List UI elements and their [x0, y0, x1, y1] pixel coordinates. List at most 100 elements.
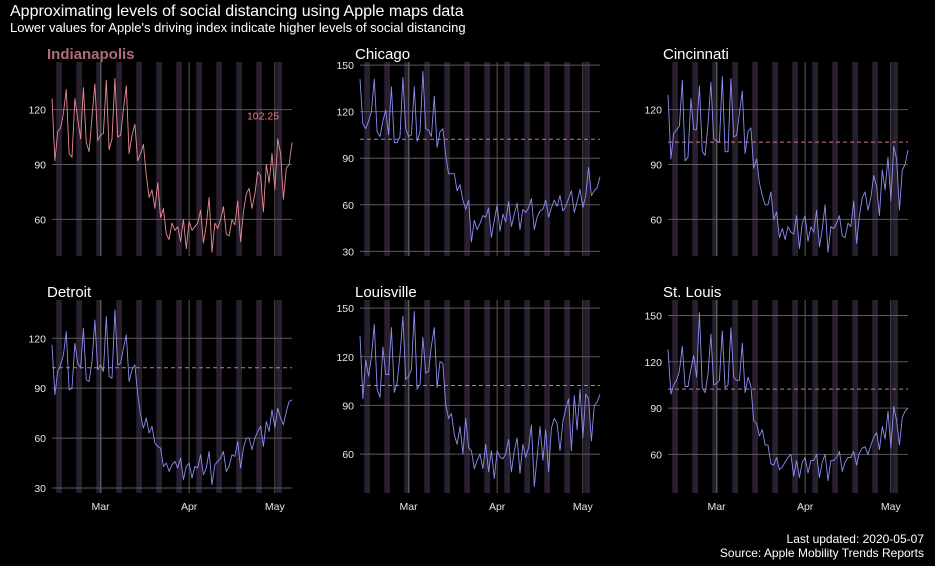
weekend-band [196, 300, 202, 493]
caption: Last updated: 2020-05-07 Source: Apple M… [720, 532, 924, 560]
weekend-band [852, 300, 858, 493]
weekend-band [772, 300, 778, 493]
series-line [667, 76, 909, 253]
weekend-band [404, 300, 410, 493]
y-tick-label: 60 [650, 449, 662, 461]
weekend-band [76, 62, 82, 256]
weekend-band [544, 300, 550, 493]
chart-title: Approximating levels of social distancin… [10, 3, 464, 20]
weekend-band [256, 300, 262, 493]
x-tick-label: May [265, 501, 286, 513]
weekend-band [276, 62, 282, 256]
weekend-band [96, 300, 102, 493]
weekend-band [892, 300, 898, 493]
panel-title: Detroit [47, 284, 92, 301]
weekend-band [136, 300, 142, 493]
x-tick-label: May [573, 501, 594, 513]
series-line [51, 309, 293, 486]
x-tick-label: Mar [708, 501, 727, 513]
y-tick-label: 120 [644, 105, 662, 117]
weekend-band [116, 62, 122, 256]
weekend-band [56, 300, 62, 493]
weekend-band [364, 62, 370, 256]
y-tick-label: 120 [336, 107, 354, 119]
weekend-band [364, 300, 370, 493]
y-tick-label: 90 [34, 159, 46, 171]
weekend-band [116, 300, 122, 493]
y-tick-label: 60 [342, 200, 354, 212]
weekend-band [852, 62, 858, 256]
weekend-band [216, 300, 222, 493]
weekend-band [524, 300, 530, 493]
panel-detroit: 30 60 90 120 Mar Apr May Detroit [28, 284, 293, 513]
weekend-band [136, 62, 142, 256]
panel-st-louis: 60 90 120 150 Mar Apr May St. Louis [644, 284, 909, 513]
weekend-band [832, 300, 838, 493]
weekend-band [444, 62, 450, 256]
weekend-band [872, 300, 878, 493]
weekend-band [236, 62, 242, 256]
weekend-band [504, 300, 510, 493]
weekend-band [196, 62, 202, 256]
weekend-band [176, 300, 182, 493]
y-tick-label: 90 [34, 383, 46, 395]
weekend-band [584, 62, 590, 256]
weekend-band [156, 62, 162, 256]
source-text: Source: Apple Mobility Trends Reports [719, 546, 924, 560]
weekend-band [812, 300, 818, 493]
weekend-band [56, 62, 62, 256]
y-tick-label: 150 [336, 303, 354, 315]
weekend-band [672, 62, 678, 256]
weekend-bands [364, 300, 590, 493]
y-tick-label: 120 [336, 352, 354, 364]
weekend-band [732, 62, 738, 256]
weekend-band [752, 62, 758, 256]
weekend-band [732, 300, 738, 493]
series-line [51, 78, 293, 253]
weekend-band [216, 62, 222, 256]
y-tick-label: 90 [342, 400, 354, 412]
weekend-bands [672, 300, 898, 493]
series-line [359, 70, 601, 243]
panel-louisville: 60 90 120 150 Mar Apr May Louisville [336, 284, 601, 513]
y-tick-label: 60 [650, 214, 662, 226]
weekend-band [692, 300, 698, 493]
y-tick-label: 90 [650, 403, 662, 415]
weekend-band [176, 62, 182, 256]
weekend-band [504, 62, 510, 256]
x-tick-label: Apr [181, 501, 198, 513]
weekend-band [692, 62, 698, 256]
weekend-band [792, 300, 798, 493]
weekend-band [256, 62, 262, 256]
weekend-band [444, 300, 450, 493]
weekend-band [424, 62, 430, 256]
weekend-bands [364, 62, 590, 256]
panel-title: Chicago [355, 46, 410, 63]
panel-title: Cincinnati [663, 46, 729, 63]
weekend-band [832, 62, 838, 256]
weekend-band [464, 62, 470, 256]
weekend-band [812, 62, 818, 256]
weekend-band [712, 300, 718, 493]
weekend-band [564, 62, 570, 256]
last-updated-text: Last updated: 2020-05-07 [786, 532, 924, 546]
weekend-bands [672, 62, 898, 256]
panel-title: Louisville [355, 284, 417, 301]
y-tick-label: 60 [34, 214, 46, 226]
weekend-bands [56, 300, 282, 493]
weekend-band [564, 300, 570, 493]
weekend-band [484, 300, 490, 493]
y-tick-label: 90 [650, 159, 662, 171]
weekend-band [872, 62, 878, 256]
y-tick-label: 30 [342, 246, 354, 258]
weekend-band [236, 300, 242, 493]
y-tick-label: 150 [644, 310, 662, 322]
weekend-band [76, 300, 82, 493]
x-tick-label: Mar [400, 501, 419, 513]
weekend-band [892, 62, 898, 256]
y-tick-label: 120 [28, 333, 46, 345]
panel-title: Indianapolis [47, 46, 135, 63]
weekend-band [484, 62, 490, 256]
